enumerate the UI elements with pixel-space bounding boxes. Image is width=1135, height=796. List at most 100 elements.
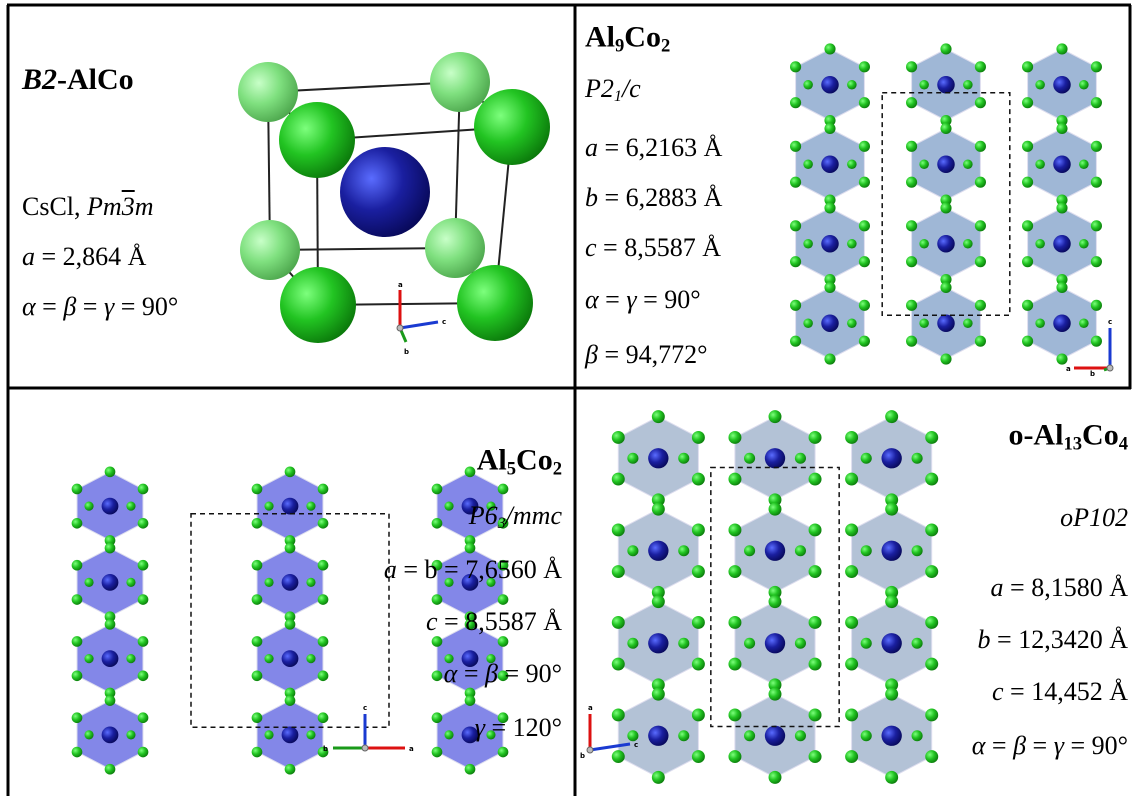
atom	[497, 559, 509, 571]
atom	[464, 466, 476, 478]
atom	[885, 493, 899, 507]
atom	[808, 750, 822, 764]
atom	[104, 687, 116, 699]
compound-title: Al5Co2	[477, 445, 562, 485]
atom	[104, 535, 116, 546]
atom	[284, 611, 296, 623]
text-run: /c	[621, 73, 641, 103]
atom	[486, 577, 496, 587]
text-run: β	[63, 292, 77, 321]
atom	[845, 615, 859, 629]
axis-label: a	[409, 745, 414, 753]
text-run: = 8,5587 Å	[596, 233, 721, 262]
text-run: b	[977, 625, 991, 654]
text-run: = 6,2883 Å	[598, 183, 723, 212]
lattice-parameter: α = γ = 90°	[585, 285, 701, 315]
text-run: Pm	[87, 192, 122, 221]
atom	[104, 466, 116, 478]
atom	[858, 256, 870, 268]
atom	[974, 176, 986, 188]
text-run: =	[76, 292, 104, 321]
atom	[240, 220, 300, 280]
atom	[906, 61, 918, 73]
atom	[431, 517, 443, 529]
text-run: b	[585, 183, 598, 212]
text-run: α	[22, 292, 36, 321]
atom	[974, 61, 986, 73]
atom	[444, 730, 454, 740]
atom	[963, 159, 973, 170]
atom	[764, 540, 786, 561]
atom	[1090, 256, 1102, 268]
atom	[306, 577, 316, 587]
atom	[974, 335, 986, 347]
atom	[651, 770, 665, 784]
atom	[906, 97, 918, 109]
atom	[885, 595, 899, 609]
atom	[284, 687, 296, 699]
atom	[940, 353, 952, 365]
text-run: CsCl,	[22, 192, 88, 221]
atom	[71, 712, 83, 724]
lattice-parameter: α = β = 90°	[444, 659, 562, 689]
atom	[497, 594, 509, 605]
lattice-parameter: a = 8,1580 Å	[991, 573, 1128, 603]
atom	[1079, 79, 1089, 90]
atom	[284, 535, 296, 546]
text-run: m	[134, 192, 154, 221]
text-run: γ	[474, 713, 485, 742]
axis-origin	[586, 746, 594, 754]
atom	[137, 594, 149, 605]
axis-indicator: c b a	[323, 704, 414, 753]
atom	[768, 687, 782, 701]
lattice-parameter: b = 6,2883 Å	[585, 183, 722, 213]
atom	[340, 147, 430, 237]
atom	[611, 430, 625, 444]
atom	[251, 483, 263, 495]
lattice-parameter: P63/mmc	[469, 501, 562, 539]
atom	[464, 763, 476, 775]
atom	[824, 202, 836, 214]
lattice-parameter: β = 94,772°	[585, 340, 708, 370]
atom	[824, 122, 836, 135]
axis-label: b	[323, 745, 328, 753]
atom	[486, 654, 496, 664]
text-run: = 14,452 Å	[1003, 677, 1128, 706]
atom	[1056, 202, 1068, 214]
axis-indicator: c a b	[1066, 318, 1114, 378]
atom	[790, 256, 802, 268]
atom	[1053, 235, 1071, 253]
lattice-parameter: α = β = γ = 90°	[22, 292, 178, 322]
atom	[963, 238, 973, 249]
atom	[906, 256, 918, 268]
atom	[678, 545, 690, 557]
atom	[431, 670, 443, 682]
atom	[281, 650, 299, 668]
atom	[431, 712, 443, 724]
atom	[906, 335, 918, 347]
atom	[925, 430, 939, 444]
text-run: 5	[506, 458, 517, 480]
atom	[627, 452, 639, 464]
atom	[1090, 140, 1102, 152]
atom	[1056, 114, 1068, 127]
text-run: a	[990, 573, 1004, 602]
atom	[1035, 318, 1045, 329]
atom	[611, 708, 625, 722]
text-run: = 90°	[497, 659, 562, 688]
compound-title: B2-AlCo	[22, 65, 134, 95]
atom	[1053, 76, 1071, 94]
atom	[71, 559, 83, 571]
text-run: 9	[615, 35, 625, 57]
atom	[824, 43, 836, 55]
text-run: =	[1026, 731, 1054, 760]
atom	[768, 502, 782, 516]
atom	[963, 79, 973, 90]
atom	[1090, 335, 1102, 347]
text-run: Co	[624, 20, 661, 54]
atom	[648, 540, 669, 561]
atom	[101, 573, 119, 591]
atom	[137, 559, 149, 571]
atom	[858, 97, 870, 109]
atom	[860, 452, 872, 464]
